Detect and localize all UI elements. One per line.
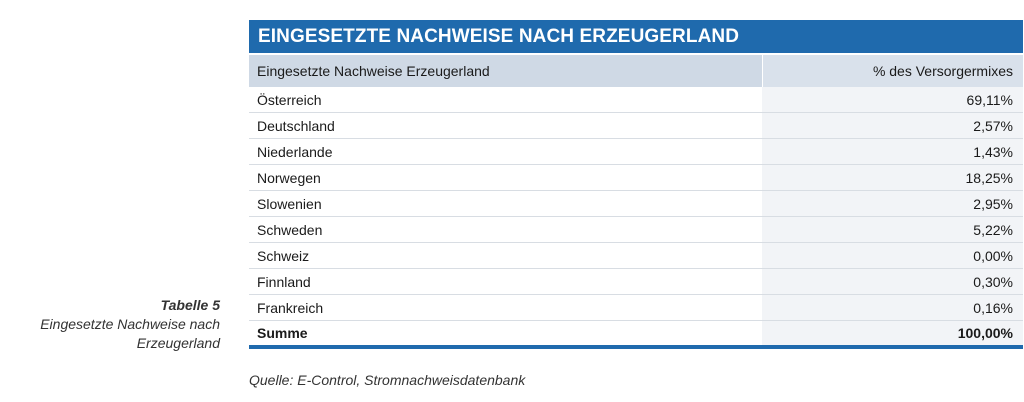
caption-line-1: Eingesetzte Nachweise nach — [40, 316, 220, 332]
table-total-row: Summe 100,00% — [249, 320, 1023, 349]
value-cell: 1,43% — [762, 138, 1023, 165]
table-row: Schweden 5,22% — [249, 216, 1023, 243]
source-note: Quelle: E-Control, Stromnachweisdatenban… — [249, 372, 526, 388]
table-row: Frankreich 0,16% — [249, 294, 1023, 321]
table-title: EINGESETZTE NACHWEISE NACH ERZEUGERLAND — [249, 20, 1023, 53]
table-row: Niederlande 1,43% — [249, 138, 1023, 165]
table-row: Finnland 0,30% — [249, 268, 1023, 295]
value-cell: 69,11% — [762, 87, 1023, 113]
data-table: Eingesetzte Nachweise Erzeugerland % des… — [249, 53, 1023, 349]
country-cell: Finnland — [249, 268, 762, 295]
value-cell: 0,00% — [762, 242, 1023, 269]
value-cell: 5,22% — [762, 216, 1023, 243]
table-header-row: Eingesetzte Nachweise Erzeugerland % des… — [249, 53, 1023, 87]
table-caption: Tabelle 5 Eingesetzte Nachweise nach Erz… — [10, 296, 220, 353]
value-cell: 2,95% — [762, 190, 1023, 217]
caption-title: Tabelle 5 — [160, 297, 220, 313]
table-row: Schweiz 0,00% — [249, 242, 1023, 269]
caption-line-2: Erzeugerland — [136, 335, 220, 351]
table-row: Norwegen 18,25% — [249, 164, 1023, 191]
country-cell: Norwegen — [249, 164, 762, 191]
value-cell: 0,30% — [762, 268, 1023, 295]
table-row: Österreich 69,11% — [249, 87, 1023, 113]
value-cell: 2,57% — [762, 112, 1023, 139]
table-row: Deutschland 2,57% — [249, 112, 1023, 139]
country-cell: Schweden — [249, 216, 762, 243]
total-value: 100,00% — [762, 320, 1023, 349]
country-cell: Slowenien — [249, 190, 762, 217]
header-country: Eingesetzte Nachweise Erzeugerland — [249, 53, 762, 87]
value-cell: 18,25% — [762, 164, 1023, 191]
data-table-container: EINGESETZTE NACHWEISE NACH ERZEUGERLAND … — [249, 20, 1023, 349]
country-cell: Niederlande — [249, 138, 762, 165]
table-row: Slowenien 2,95% — [249, 190, 1023, 217]
country-cell: Deutschland — [249, 112, 762, 139]
total-label: Summe — [249, 320, 762, 349]
value-cell: 0,16% — [762, 294, 1023, 321]
header-percentage: % des Versorgermixes — [761, 53, 1023, 87]
country-cell: Frankreich — [249, 294, 762, 321]
country-cell: Österreich — [249, 87, 762, 113]
country-cell: Schweiz — [249, 242, 762, 269]
